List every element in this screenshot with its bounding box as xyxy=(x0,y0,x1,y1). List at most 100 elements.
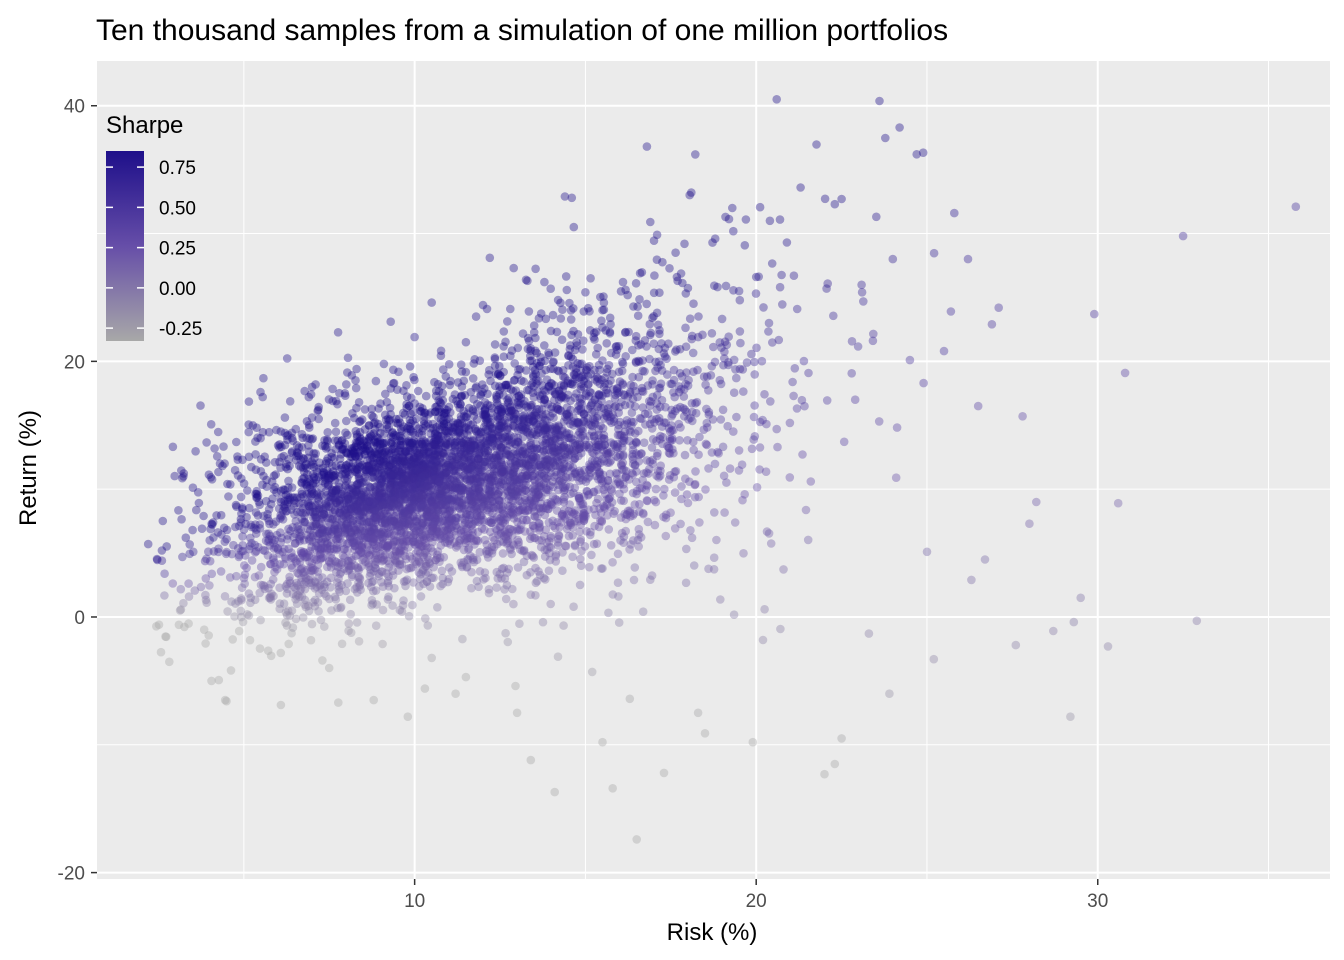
data-point xyxy=(767,259,777,268)
data-point xyxy=(652,255,662,264)
data-point xyxy=(244,427,253,437)
data-point xyxy=(670,467,679,477)
data-point xyxy=(310,554,319,564)
data-point xyxy=(356,516,366,525)
data-point xyxy=(701,485,710,494)
data-point xyxy=(604,608,613,618)
data-point xyxy=(405,362,415,371)
data-point xyxy=(651,357,660,367)
data-point xyxy=(271,470,281,479)
data-point xyxy=(631,279,641,288)
data-point xyxy=(457,483,467,493)
data-point xyxy=(501,628,510,638)
data-point xyxy=(305,423,314,432)
data-point xyxy=(729,226,738,236)
data-point xyxy=(390,551,400,561)
data-point xyxy=(706,371,716,380)
data-point xyxy=(488,462,498,471)
data-point xyxy=(393,456,403,465)
data-point xyxy=(600,414,609,423)
data-point xyxy=(645,354,654,364)
data-point xyxy=(648,435,658,444)
data-point xyxy=(618,379,627,388)
data-point xyxy=(390,441,399,451)
data-point xyxy=(682,368,691,377)
data-point xyxy=(374,571,384,581)
data-point xyxy=(393,500,402,509)
data-point xyxy=(301,553,310,562)
data-point xyxy=(587,550,596,560)
data-point xyxy=(448,466,458,476)
data-point xyxy=(388,459,398,468)
data-point xyxy=(628,449,638,459)
data-point xyxy=(371,376,381,386)
data-point xyxy=(613,430,623,440)
data-point xyxy=(735,327,745,336)
data-point xyxy=(789,271,799,281)
data-point xyxy=(553,652,563,661)
data-point xyxy=(822,396,832,405)
data-point xyxy=(294,461,304,471)
data-point xyxy=(456,446,466,455)
data-point xyxy=(553,405,563,414)
data-point xyxy=(569,602,578,611)
data-point xyxy=(352,618,362,627)
data-point xyxy=(530,457,539,466)
data-point xyxy=(409,494,418,503)
data-point xyxy=(642,299,651,309)
data-point xyxy=(335,388,344,398)
data-point xyxy=(594,522,604,532)
data-point xyxy=(468,474,478,484)
data-point xyxy=(372,544,381,553)
data-point xyxy=(522,427,531,437)
data-point xyxy=(509,468,519,477)
data-point xyxy=(605,469,615,479)
data-point xyxy=(342,498,352,507)
data-point xyxy=(495,371,505,380)
data-point xyxy=(197,524,207,533)
data-point xyxy=(540,510,550,520)
data-point xyxy=(736,338,745,348)
data-point xyxy=(467,461,477,471)
data-point xyxy=(255,644,265,653)
data-point xyxy=(568,509,578,519)
data-point xyxy=(216,567,226,576)
data-point xyxy=(469,491,479,500)
data-point xyxy=(541,314,551,324)
data-point xyxy=(470,479,479,488)
data-point xyxy=(306,635,316,645)
data-point xyxy=(418,480,428,490)
data-point xyxy=(608,590,618,599)
data-point xyxy=(586,369,596,379)
data-point xyxy=(629,302,638,311)
data-point xyxy=(616,496,626,505)
data-point xyxy=(601,411,611,420)
data-point xyxy=(433,436,442,445)
data-point xyxy=(395,560,405,570)
data-point xyxy=(321,503,331,512)
data-point xyxy=(682,407,691,417)
data-point xyxy=(669,472,679,482)
data-point xyxy=(518,329,528,338)
data-point xyxy=(601,389,611,398)
data-point xyxy=(799,356,809,366)
data-point xyxy=(337,580,346,590)
data-point xyxy=(265,593,275,603)
data-point xyxy=(407,438,417,448)
data-point xyxy=(551,434,561,444)
data-point xyxy=(689,299,698,309)
data-point xyxy=(321,459,331,468)
data-point xyxy=(359,513,368,522)
data-point xyxy=(593,402,602,412)
data-point xyxy=(204,631,213,640)
data-point xyxy=(594,391,604,400)
data-point xyxy=(356,434,366,444)
data-point xyxy=(512,460,522,470)
data-point xyxy=(269,555,278,564)
data-point xyxy=(287,606,297,615)
data-point xyxy=(699,425,709,435)
data-point xyxy=(352,537,362,546)
data-point xyxy=(409,472,419,481)
data-point xyxy=(214,467,223,477)
data-point xyxy=(365,432,374,442)
